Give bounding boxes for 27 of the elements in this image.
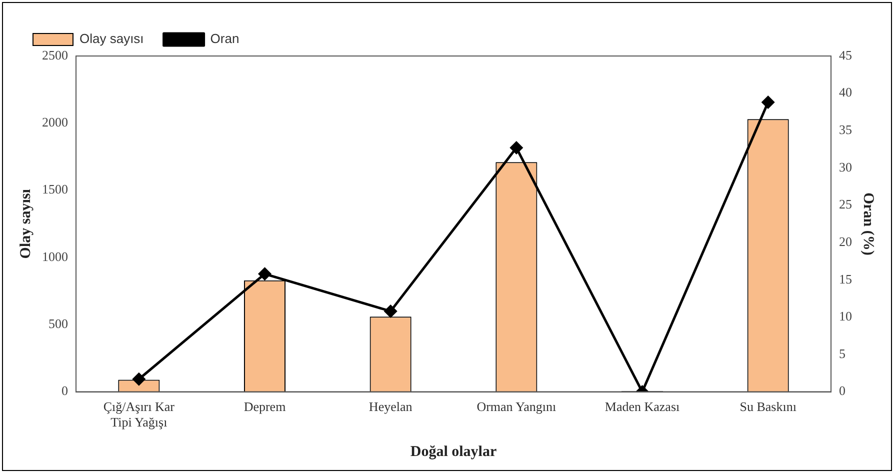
y-tick-label: 2000 — [42, 114, 68, 130]
x-tick-label: Heyelan — [368, 399, 413, 414]
legend-label: Olay sayısı — [80, 31, 144, 46]
y2-tick-label: 20 — [839, 234, 852, 249]
y2-tick-label: 40 — [839, 84, 852, 100]
y-tick-label: 500 — [48, 316, 68, 332]
x-tick-label: Su Baskını — [740, 399, 797, 414]
y-tick-label: 1500 — [42, 182, 68, 197]
x-tick-label: Deprem — [244, 399, 286, 414]
y2-axis-title: Oran (%) — [860, 192, 876, 256]
y2-tick-label: 30 — [839, 159, 852, 174]
x-tick-label: Orman Yangını — [476, 399, 557, 414]
y2-tick-label: 25 — [839, 196, 852, 212]
y2-tick-label: 10 — [839, 308, 852, 324]
y-tick-label: 1000 — [42, 248, 68, 264]
y2-tick-label: 15 — [839, 271, 852, 286]
y-tick-label: 2500 — [42, 47, 68, 62]
legend-label: Oran — [210, 31, 240, 46]
y2-tick-label: 0 — [839, 383, 846, 398]
x-axis-title: Doğal olaylar — [410, 444, 497, 460]
x-tick-label: Çığ/Aşırı Kar Tipi Yağışı — [103, 399, 176, 430]
x-tick-label: Maden Kazası — [604, 399, 680, 414]
y2-tick-label: 5 — [839, 346, 846, 361]
y-tick-label: 0 — [62, 383, 68, 398]
y2-tick-label: 45 — [839, 47, 852, 62]
y2-tick-label: 35 — [839, 122, 852, 138]
y-axis-title: Olay sayısı — [18, 189, 34, 259]
